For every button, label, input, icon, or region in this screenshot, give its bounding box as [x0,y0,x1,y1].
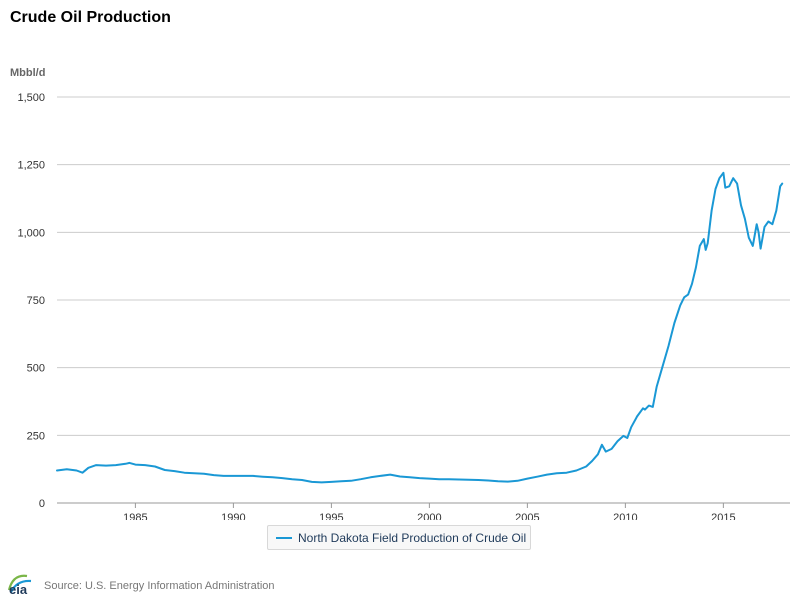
x-tick-label: 1990 [221,512,245,520]
y-tick-label: 1,250 [17,160,45,172]
y-tick-label: 250 [27,430,45,442]
legend[interactable]: North Dakota Field Production of Crude O… [267,525,531,550]
gridlines [57,96,790,436]
svg-text:eia: eia [9,582,28,596]
series-group [56,171,784,484]
legend-label: North Dakota Field Production of Crude O… [298,530,527,545]
y-axis-unit-label: Mbbl/d [10,67,46,79]
source-note: Source: U.S. Energy Information Administ… [44,580,275,592]
y-tick-label: 1,500 [17,92,45,104]
x-tick-label: 1995 [319,512,343,520]
x-tick-label: 1985 [123,512,147,520]
chart-plot: 0 250 500 750 1,000 1,250 1,500 1985 1990 1995 20… [17,92,790,520]
x-tick-label: 2000 [417,512,441,520]
x-tick-label: 2010 [613,512,637,520]
x-axis-ticks: 1985 1990 1995 2000 2005 2010 2015 [123,503,736,520]
series-line-north-dakota [56,171,784,484]
y-tick-label: 750 [27,295,45,307]
eia-logo-icon: eia [7,574,32,596]
y-axis-ticks: 0 250 500 750 1,000 1,250 1,500 [17,92,45,510]
y-tick-label: 500 [27,363,45,375]
x-tick-label: 2015 [711,512,735,520]
y-tick-label: 0 [39,498,45,510]
legend-swatch [276,536,292,539]
x-tick-label: 2005 [515,512,539,520]
y-tick-label: 1,000 [17,227,45,239]
chart-title: Crude Oil Production [10,9,171,26]
